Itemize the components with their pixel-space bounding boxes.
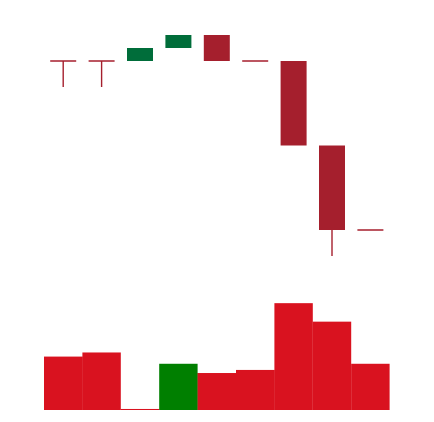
volume-bar-3	[120, 408, 160, 410]
candle-body	[127, 48, 153, 61]
volume-bar-7	[274, 303, 313, 410]
volume-bar-8	[312, 321, 352, 410]
candle-body	[165, 35, 192, 48]
candle-1	[50, 60, 77, 87]
volume-panel	[44, 303, 390, 410]
volume-bar-1	[44, 356, 83, 410]
candle-body	[319, 145, 345, 230]
volume-bar-4	[159, 363, 198, 410]
candle-3	[127, 48, 153, 61]
volume-bar-5	[197, 373, 236, 410]
volume-bar-9	[351, 363, 390, 410]
volume-bar-6	[236, 369, 275, 410]
candle-2	[88, 60, 115, 87]
candle-body	[280, 61, 307, 146]
candle-7	[280, 61, 307, 146]
candlestick-panel	[50, 35, 384, 256]
candle-body	[203, 35, 230, 61]
volume-bar-2	[82, 352, 121, 410]
candle-5	[203, 35, 230, 61]
candle-8	[319, 145, 345, 256]
candle-4	[165, 35, 192, 48]
